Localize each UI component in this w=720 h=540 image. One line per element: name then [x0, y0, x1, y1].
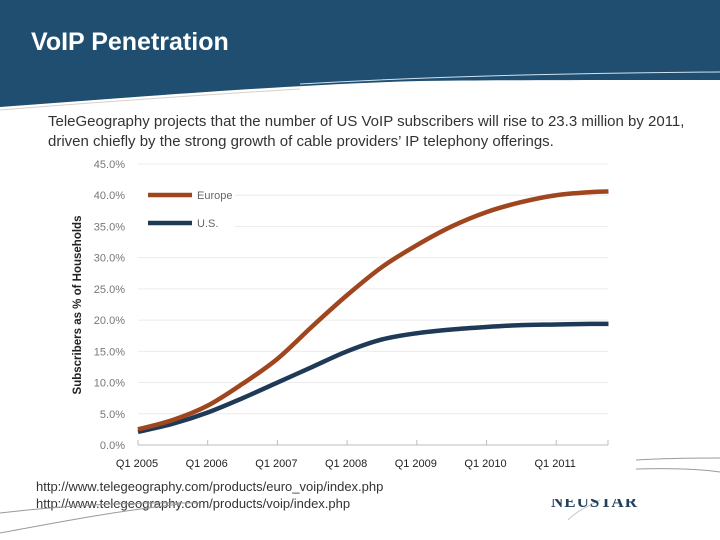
header-banner: [0, 0, 720, 111]
y-tick-label: 25.0%: [94, 284, 125, 296]
y-tick-label: 45.0%: [94, 159, 125, 171]
y-tick-label: 0.0%: [100, 440, 125, 452]
x-tick-label: Q1 2006: [186, 458, 228, 470]
source-link-us[interactable]: http://www.telegeography.com/products/vo…: [36, 496, 351, 511]
header-edge-shadow: [0, 88, 301, 111]
legend-label: U.S.: [197, 218, 218, 230]
x-tick-label: Q1 2011: [535, 458, 576, 470]
x-axis: Q1 2005 Q1 2006 Q1 2007 Q1 2008 Q1 2009 Q1 20…: [116, 440, 609, 470]
y-tick-label: 15.0%: [94, 346, 125, 358]
source-link-europe[interactable]: http://www.telegeography.com/products/eu…: [36, 479, 384, 494]
y-tick-label: 10.0%: [94, 378, 125, 390]
gridlines: [138, 163, 608, 415]
page-title: VoIP Penetration: [31, 28, 229, 56]
y-tick-label: 5.0%: [100, 409, 125, 421]
source-links: http://www.telegeography.com/products/eu…: [36, 478, 383, 512]
x-tick-label: Q1 2008: [325, 458, 367, 470]
y-tick-label: 30.0%: [94, 253, 125, 265]
voip-penetration-chart: 0.0% 5.0% 10.0% 15.0% 20.0% 25.0% 30.0% 35.0% 40…: [72, 159, 609, 470]
x-tick-label: Q1 2009: [395, 458, 437, 470]
series-line-europe: [137, 189, 609, 432]
y-tick-label: 20.0%: [94, 315, 125, 327]
header-shape: [0, 0, 720, 107]
x-tick-label: Q1 2007: [255, 458, 297, 470]
series-lines: [137, 189, 609, 435]
legend: Europe U.S.: [132, 187, 235, 230]
legend-label-bg: [195, 187, 235, 201]
x-tick-label: Q1 2005: [116, 458, 158, 470]
y-tick-label: 35.0%: [94, 221, 125, 233]
x-tick-label: Q1 2010: [464, 458, 506, 470]
neustar-logo: NEUSTAR™: [551, 492, 647, 512]
logo-text: NEUSTAR: [551, 492, 638, 511]
y-axis-label: Subscribers as % of Households: [72, 216, 84, 395]
y-axis-tick-labels: 0.0% 5.0% 10.0% 15.0% 20.0% 25.0% 30.0% 35.0% 40…: [94, 159, 125, 452]
legend-label: Europe: [197, 190, 232, 202]
legend-label-bg: [195, 215, 235, 229]
series-line-us: [137, 321, 609, 435]
header-edge-highlight: [299, 71, 720, 85]
logo-trademark: ™: [637, 493, 647, 503]
intro-paragraph: TeleGeography projects that the number o…: [48, 113, 685, 150]
y-tick-label: 40.0%: [94, 190, 125, 202]
